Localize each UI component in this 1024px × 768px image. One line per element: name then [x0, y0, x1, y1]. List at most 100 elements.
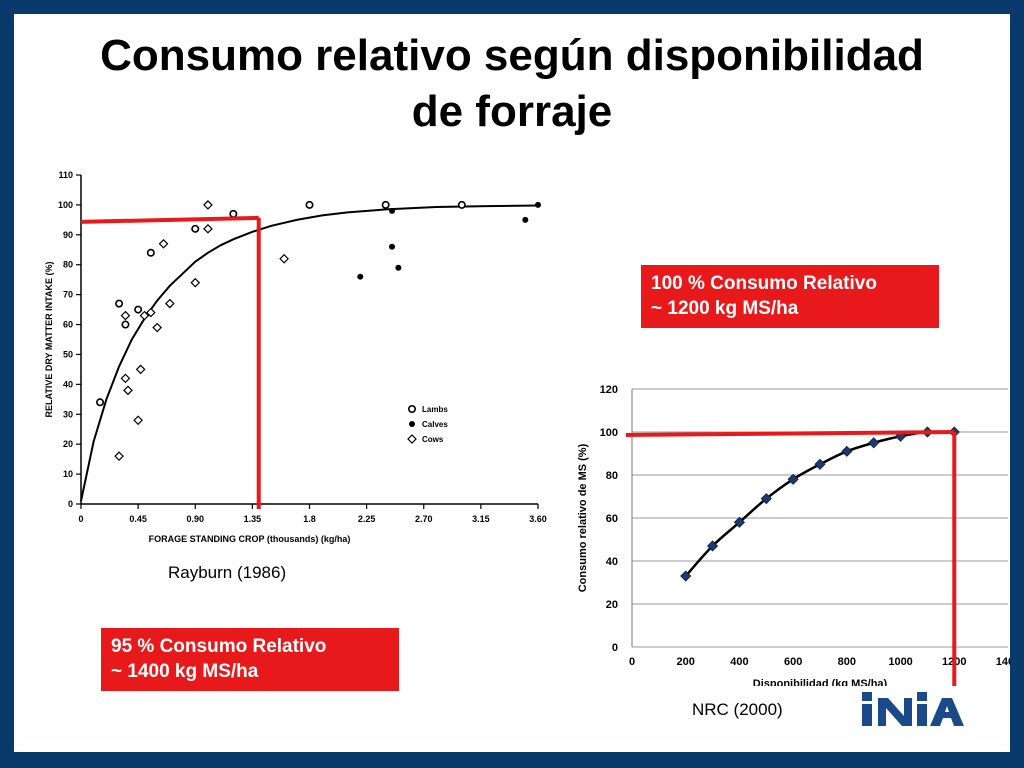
data-point-calves: [357, 273, 364, 280]
y-tick-label: 10: [63, 469, 73, 479]
legend-marker-lambs: [407, 405, 416, 414]
legend-marker-calves: [409, 421, 415, 427]
x-tick-label: 1.35: [244, 514, 262, 524]
legend-marker-cows: [407, 434, 417, 444]
y-axis-label: Consumo relativo de MS (%): [577, 443, 589, 592]
nrc-line-chart: 0204060801001200200400600800100012001400…: [577, 384, 1010, 686]
fitted-curve: [80, 204, 539, 502]
x-tick-label: 0.45: [129, 514, 147, 524]
legend-label-calves: Calves: [422, 420, 448, 429]
x-tick-label: 0.90: [186, 514, 204, 524]
x-tick-label: 3.60: [529, 514, 547, 524]
data-point-lambs: [134, 305, 143, 314]
y-tick-label: 40: [606, 556, 618, 568]
y-tick-label: 90: [63, 230, 73, 240]
reference-line-horizontal: [625, 430, 955, 437]
data-point: [868, 437, 880, 449]
x-tick-label: 2.25: [358, 514, 376, 524]
data-point-lambs: [381, 200, 390, 209]
annotation-95-percent: 95 % Consumo Relativo ~ 1400 kg MS/ha: [101, 628, 399, 691]
data-point: [814, 458, 826, 470]
annotation-100-line1: 100 % Consumo Relativo: [651, 273, 877, 294]
data-point-calves: [522, 216, 529, 223]
data-point: [733, 516, 745, 528]
y-tick-label: 100: [58, 200, 73, 210]
y-tick-label: 50: [63, 349, 73, 359]
y-tick-label: 0: [612, 642, 618, 654]
x-tick-label: 2.70: [415, 514, 433, 524]
data-point-cows: [165, 298, 175, 309]
inia-logo: [860, 690, 964, 730]
rayburn-scatter-chart: 0 10 20 30 40 50 60 70 80 90 100 110 0 0.45 0.90 1.35 1.…: [44, 170, 547, 544]
y-tick-label: 0: [68, 499, 73, 509]
y-tick-label: 20: [63, 439, 73, 449]
reference-line-horizontal: [80, 215, 259, 224]
data-point-lambs: [229, 209, 238, 218]
data-point-calves: [535, 201, 541, 208]
y-tick-label: 40: [63, 379, 73, 389]
data-point-lambs: [115, 299, 124, 308]
y-tick-label: 70: [63, 290, 73, 300]
data-point-cows: [135, 364, 146, 375]
caption-rayburn: Rayburn (1986): [168, 563, 287, 582]
data-point-cows: [123, 385, 133, 396]
data-point: [841, 445, 853, 457]
data-point-lambs: [457, 200, 466, 209]
data-point-cows: [190, 277, 201, 288]
x-tick-label: 1.8: [303, 514, 316, 524]
data-point-cows: [152, 322, 163, 333]
series-line: [684, 430, 955, 577]
y-tick-label: 120: [600, 384, 618, 396]
legend-label-lambs: Lambs: [422, 405, 448, 414]
x-tick-label: 3.15: [472, 514, 490, 524]
data-point-lambs: [146, 248, 155, 257]
inia-logo-icon: [862, 692, 964, 726]
data-point-calves: [395, 264, 402, 271]
legend-label-cows: Cows: [422, 435, 444, 444]
data-point-cows: [203, 200, 213, 210]
data-point: [760, 493, 772, 505]
data-point-cows: [120, 373, 131, 384]
data-point: [787, 473, 799, 485]
data-point-cows: [120, 310, 131, 321]
data-point-cows: [145, 307, 156, 318]
annotation-95-line1: 95 % Consumo Relativo: [111, 636, 327, 657]
y-tick-label: 60: [63, 320, 73, 330]
data-point-lambs: [96, 398, 105, 407]
x-tick-label: 1000: [888, 656, 912, 668]
data-point-cows: [114, 451, 124, 461]
y-tick-label: 20: [606, 599, 618, 611]
data-point: [707, 540, 719, 552]
x-tick-label: 400: [730, 656, 748, 668]
y-tick-label: 110: [58, 170, 73, 180]
data-point-cows: [139, 310, 150, 321]
data-point-lambs: [191, 224, 200, 233]
data-point-cows: [279, 253, 289, 264]
data-point-calves: [389, 207, 396, 214]
annotation-100-percent: 100 % Consumo Relativo ~ 1200 kg MS/ha: [641, 265, 939, 328]
x-tick-label: 200: [677, 656, 695, 668]
data-point-cows: [203, 223, 213, 234]
slide: Consumo relativo según disponibilidad de…: [14, 14, 1010, 752]
x-tick-label: 1400: [996, 656, 1010, 668]
y-tick-label: 60: [606, 513, 618, 525]
data-point-cows: [133, 415, 143, 426]
x-tick-label: 800: [838, 656, 856, 668]
x-tick-label: 0: [629, 656, 635, 668]
annotation-95-line2: ~ 1400 kg MS/ha: [111, 661, 259, 682]
y-tick-label: 80: [63, 260, 73, 270]
x-axis-label: Disponibilidad (kg MS/ha): [753, 678, 888, 686]
data-point-lambs: [305, 200, 314, 209]
title-line-1: Consumo relativo según disponibilidad: [100, 31, 924, 80]
data-point-cows: [158, 238, 169, 249]
data-point-lambs: [121, 320, 130, 329]
data-point: [680, 570, 692, 582]
y-tick-label: 30: [63, 409, 73, 419]
caption-nrc: NRC (2000): [692, 700, 783, 719]
y-tick-label: 100: [600, 427, 618, 439]
title-line-2: de forraje: [411, 87, 613, 136]
y-tick-label: 80: [606, 470, 618, 482]
data-point-calves: [389, 243, 396, 250]
slide-title: Consumo relativo según disponibilidad de…: [14, 28, 1010, 140]
x-axis-label: FORAGE STANDING CROP (thousands) (kg/ha): [149, 534, 351, 544]
